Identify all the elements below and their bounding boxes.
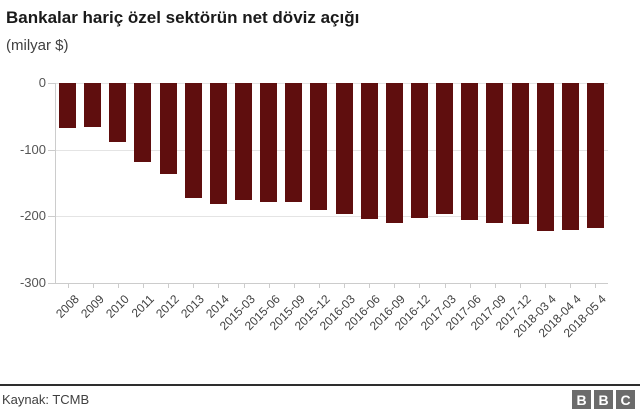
x-axis-tick <box>570 283 572 288</box>
y-axis-line <box>55 83 56 283</box>
bar <box>436 83 454 214</box>
x-axis-tick <box>494 283 496 288</box>
bbc-logo-letter: B <box>594 390 613 409</box>
grid-line <box>55 83 608 84</box>
y-axis-label: 0 <box>38 75 46 90</box>
x-axis-line <box>55 283 608 284</box>
bar <box>285 83 303 203</box>
y-axis-label: -100 <box>19 141 46 157</box>
x-axis-tick <box>243 283 245 288</box>
x-axis-tick <box>545 283 547 288</box>
bar <box>260 83 278 203</box>
bar <box>84 83 102 127</box>
x-axis-tick <box>168 283 170 288</box>
x-axis-label: 2013 <box>178 292 208 321</box>
y-axis-tick <box>48 83 55 84</box>
bar <box>486 83 504 223</box>
x-axis-tick <box>344 283 346 288</box>
bar <box>511 83 529 225</box>
bar <box>109 83 127 142</box>
x-axis-tick <box>218 283 220 288</box>
bar <box>59 83 77 129</box>
x-axis-tick <box>444 283 446 288</box>
bar <box>461 83 479 220</box>
bar <box>335 83 353 214</box>
source-label: Kaynak: TCMB <box>2 392 90 407</box>
chart-header: Bankalar hariç özel sektörün net döviz a… <box>0 0 640 54</box>
x-axis-tick <box>318 283 320 288</box>
y-axis-tick <box>48 283 55 284</box>
y-axis-tick <box>48 149 55 151</box>
x-axis-label: 2012 <box>153 292 183 321</box>
x-axis-tick <box>369 283 371 288</box>
bar <box>310 83 328 211</box>
chart-subtitle: (milyar $) <box>6 36 69 54</box>
bar <box>385 83 403 223</box>
x-axis-label: 2011 <box>128 292 157 321</box>
bar <box>159 83 177 174</box>
bar <box>235 83 253 201</box>
page-title: Bankalar hariç özel sektörün net döviz a… <box>6 8 360 27</box>
bar <box>410 83 428 218</box>
grid-line <box>55 216 608 218</box>
x-axis-tick <box>142 283 144 288</box>
bar <box>360 83 378 219</box>
bar <box>134 83 152 162</box>
bar-chart: 0 -100 -200 -300 2008 2009 2010 2011 2012 2013 201… <box>0 60 640 370</box>
x-axis-tick <box>595 283 597 288</box>
x-axis-tick <box>67 283 69 288</box>
bar <box>586 83 604 228</box>
x-axis-tick <box>419 283 421 288</box>
y-axis-tick <box>48 216 55 218</box>
x-axis-tick <box>117 283 119 288</box>
bbc-logo-letter: B <box>572 390 591 409</box>
bar <box>536 83 554 231</box>
x-axis-label: 2009 <box>77 292 107 321</box>
x-axis-tick <box>92 283 94 288</box>
bbc-logo-letter: C <box>616 390 635 409</box>
x-axis-tick <box>394 283 396 288</box>
y-axis-label: -200 <box>19 208 46 224</box>
bar <box>561 83 579 230</box>
x-axis-tick <box>520 283 522 288</box>
bar <box>209 83 227 205</box>
y-axis-label: -300 <box>19 275 46 290</box>
bar <box>184 83 202 198</box>
x-axis-tick <box>193 283 195 288</box>
x-axis-label: 2008 <box>52 292 82 321</box>
x-axis-tick <box>293 283 295 288</box>
x-axis-label: 2010 <box>102 292 132 321</box>
x-axis-tick <box>268 283 270 288</box>
grid-line <box>55 149 608 151</box>
x-axis-tick <box>469 283 471 288</box>
